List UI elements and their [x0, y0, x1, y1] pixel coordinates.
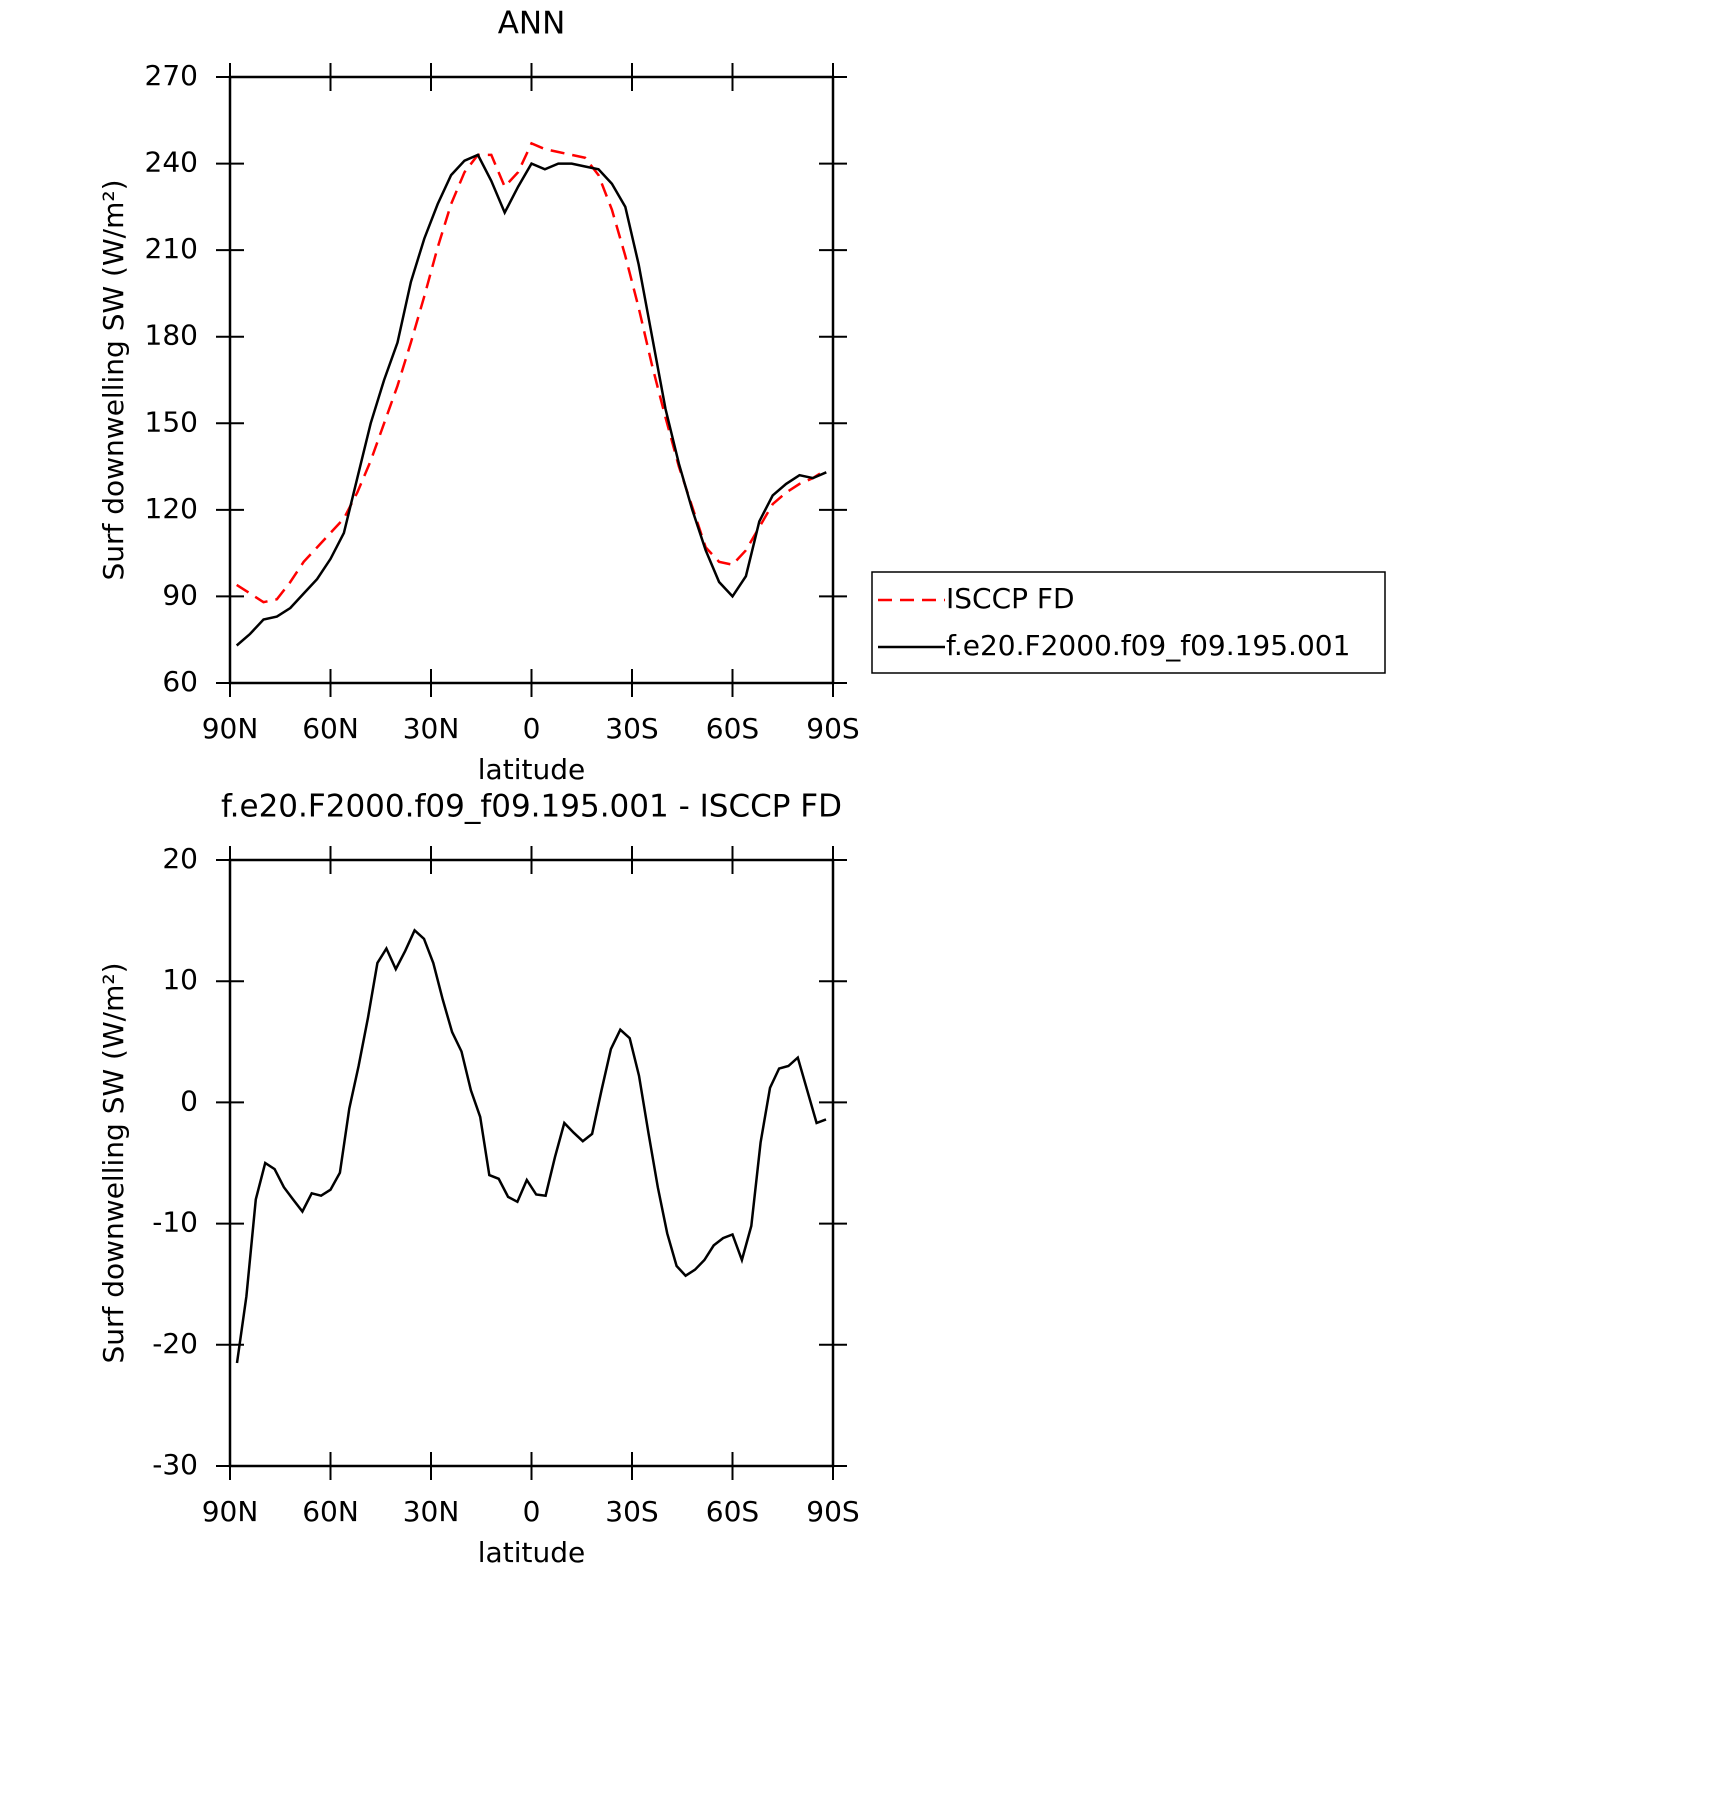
x-tick-label: 60S — [706, 1495, 759, 1528]
y-tick-label: 270 — [145, 59, 198, 92]
x-tick-label: 0 — [523, 712, 541, 745]
x-tick-label: 60S — [706, 712, 759, 745]
x-tick-label: 90N — [202, 712, 259, 745]
chart-title: ANN — [498, 6, 566, 42]
plot-frame — [228, 858, 835, 1468]
legend-label: f.e20.F2000.f09_f09.195.001 — [946, 629, 1350, 662]
y-tick-label: -20 — [152, 1327, 198, 1360]
legend-box — [871, 571, 1386, 674]
y-axis-label: Surf downwelling SW (W/m²) — [97, 179, 130, 580]
x-tick-label: 90N — [202, 1495, 259, 1528]
y-tick-label: -10 — [152, 1206, 198, 1239]
y-axis-label: Surf downwelling SW (W/m²) — [97, 962, 130, 1363]
y-tick-label: 120 — [145, 492, 198, 525]
x-axis-label: latitude — [478, 1536, 585, 1569]
y-tick-label: 10 — [162, 963, 198, 996]
x-tick-label: 30S — [605, 1495, 658, 1528]
series-line — [236, 141, 827, 604]
x-tick-label: 30S — [605, 712, 658, 745]
y-tick-label: -30 — [152, 1448, 198, 1481]
y-tick-label: 240 — [145, 146, 198, 179]
y-tick-label: 210 — [145, 232, 198, 265]
x-axis-label: latitude — [478, 753, 585, 786]
x-tick-label: 30N — [403, 712, 460, 745]
y-tick-label: 90 — [162, 578, 198, 611]
x-tick-label: 30N — [403, 1495, 460, 1528]
chart-title: f.e20.F2000.f09_f09.195.001 - ISCCP FD — [221, 789, 842, 825]
series-line — [235, 928, 827, 1364]
x-tick-label: 90S — [806, 1495, 859, 1528]
series-line — [235, 153, 827, 647]
y-tick-label: 0 — [180, 1084, 198, 1117]
x-tick-label: 0 — [523, 1495, 541, 1528]
y-tick-label: 60 — [162, 665, 198, 698]
x-tick-label: 60N — [302, 712, 359, 745]
x-tick-label: 90S — [806, 712, 859, 745]
legend-label: ISCCP FD — [946, 582, 1075, 615]
y-tick-label: 180 — [145, 319, 198, 352]
plot-frame — [228, 75, 835, 685]
y-tick-label: 20 — [162, 842, 198, 875]
y-tick-label: 150 — [145, 405, 198, 438]
x-tick-label: 60N — [302, 1495, 359, 1528]
